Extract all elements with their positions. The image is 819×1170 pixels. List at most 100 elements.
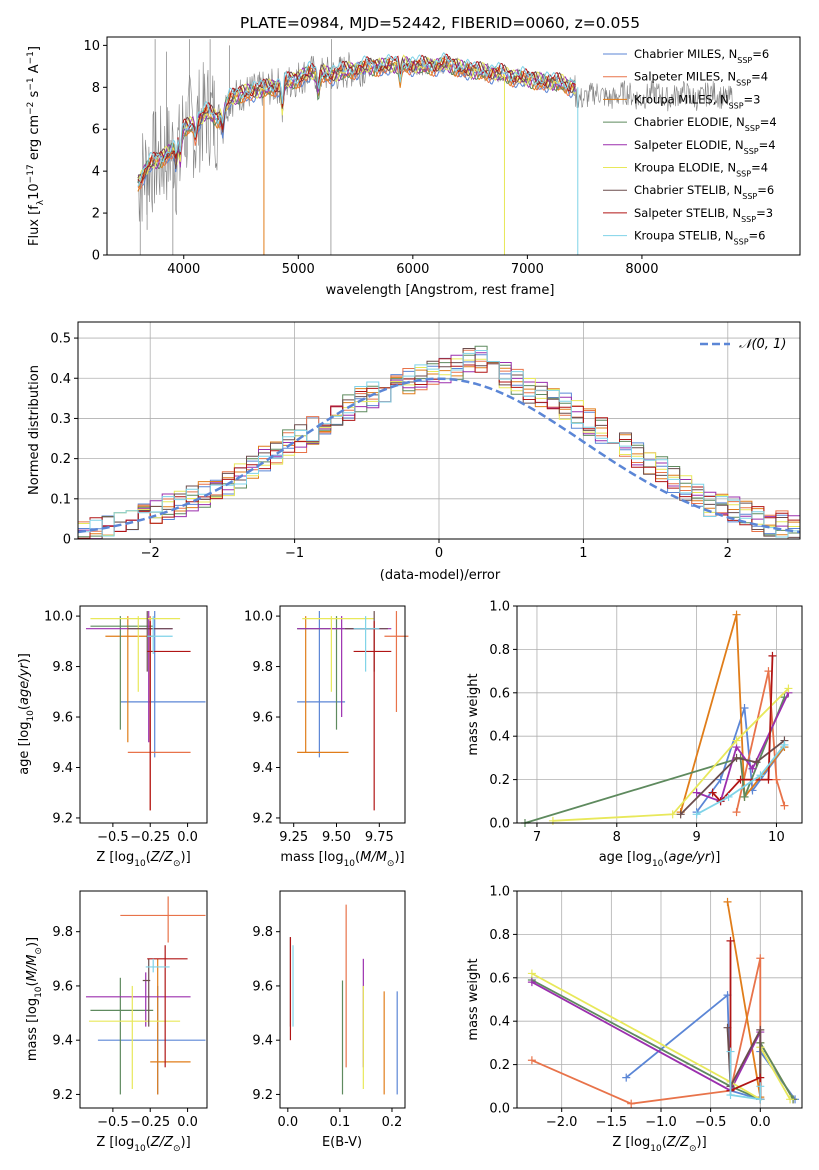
x-axis-label: wavelength [Angstrom, rest frame] [326, 283, 555, 298]
weight-point [726, 1090, 735, 1099]
y-tick-label: 1.0 [489, 600, 510, 615]
plot-area [280, 606, 405, 823]
chart-age_vs_Z: −0.5 −0.25 0.0 9.2 9.4 9.6 9.8 10.0 Z [log10(Z/Z… [17, 605, 208, 869]
y-tick-label: 0.4 [489, 730, 510, 745]
x-tick-label: 7000 [511, 262, 544, 277]
weight-point [692, 810, 701, 819]
axes-frame [106, 36, 801, 256]
weight-point [740, 703, 749, 712]
y-tick-label: 9.2 [52, 811, 73, 826]
y-tick-label: 10.0 [244, 610, 273, 625]
legend-label: Kroupa MILES, NSSP=3 [634, 92, 760, 110]
weight-point [748, 764, 757, 773]
weight-series-line [696, 744, 786, 816]
y-axis-label: Normed distribution [27, 365, 42, 495]
weight-point [736, 775, 745, 784]
weight-point [724, 792, 733, 801]
weight-point [756, 1095, 765, 1104]
chart-mass_vs_ebv: 0.0 0.1 0.2 9.2 9.4 9.6 9.8 [252, 890, 406, 1130]
spectrum-model [137, 55, 576, 180]
chart-spectrum: 4000 5000 6000 7000 8000 0 2 4 6 8 10 Chabrier MILE… [26, 36, 801, 298]
chart-weight_vs_age: 7 8 9 10 0.0 0.2 0.4 0.6 0.8 1.0 age [log10(age/yr… [466, 600, 803, 869]
y-tick-label: 9.4 [252, 1034, 273, 1049]
x-tick-label: 9.50 [322, 830, 351, 845]
weight-point [708, 788, 717, 797]
x-axis-label: E(B-V) [322, 1135, 362, 1150]
plot-content [297, 611, 409, 811]
y-tick-label: 9.4 [52, 761, 73, 776]
y-tick-label: 0.4 [50, 372, 71, 387]
weight-point [527, 969, 536, 978]
spectrum-model [137, 54, 576, 179]
x-tick-label: 10 [768, 830, 785, 845]
axes-frame [79, 605, 208, 824]
weight-series-line [552, 687, 790, 822]
y-tick-label: 9.8 [252, 660, 273, 675]
weight-point [676, 810, 685, 819]
y-tick-label: 0.0 [489, 817, 510, 832]
chart-residuals: −2 −1 0 1 2 0 0.1 0.2 0.3 0.4 0.5 𝒩(0, 1) (data-mode… [27, 321, 801, 583]
weight-point [732, 753, 741, 762]
x-tick-label: 8 [613, 830, 621, 845]
y-tick-label: 0.6 [489, 686, 510, 701]
spectrum-legend: Chabrier MILES, NSSP=6 Salpeter MILES, NS… [603, 47, 777, 246]
x-tick-label: 0.0 [177, 830, 198, 845]
y-axis-label: Flux [fλ10−17 erg cm−2 s−1 A−1] [26, 46, 46, 246]
plot-area [80, 891, 207, 1108]
y-axis-label: age [log10(age/yr)] [17, 653, 36, 775]
weight-point [726, 936, 735, 945]
weight-point [756, 954, 765, 963]
y-axis-label: mass weight [466, 958, 481, 1040]
x-tick-label: 0.0 [750, 1115, 771, 1130]
weight-point [780, 801, 789, 810]
weight-series-line [524, 696, 786, 824]
x-tick-label: 6000 [396, 262, 429, 277]
spectrum-model [137, 51, 576, 187]
y-tick-label: 6 [92, 123, 100, 138]
legend-label: Salpeter ELODIE, NSSP=4 [634, 138, 776, 156]
x-tick-label: 0.1 [330, 1115, 351, 1130]
plot-content [289, 904, 398, 1095]
x-tick-label: 0 [435, 546, 443, 561]
weight-point [756, 1073, 765, 1082]
weight-series-line [625, 993, 796, 1101]
plot-content [520, 610, 793, 827]
weight-point [627, 1099, 636, 1108]
y-axis-label: mass weight [466, 673, 481, 755]
x-tick-label: 9.75 [365, 830, 394, 845]
y-tick-label: 0.2 [489, 773, 510, 788]
legend-label: 𝒩(0, 1) [739, 337, 786, 352]
x-tick-label: 0.0 [177, 1115, 198, 1130]
y-tick-label: 0.4 [489, 1015, 510, 1030]
weight-point [756, 1082, 765, 1091]
x-tick-label: −2.0 [546, 1115, 578, 1130]
y-tick-label: 2 [92, 207, 100, 222]
weight-point [786, 1095, 795, 1104]
weight-point [527, 978, 536, 987]
y-tick-label: 0.8 [489, 928, 510, 943]
y-tick-label: 10.0 [44, 610, 73, 625]
x-tick-label: −1 [285, 546, 304, 561]
legend-label: Chabrier STELIB, NSSP=6 [634, 183, 774, 201]
y-tick-label: 8 [92, 81, 100, 96]
weight-series-line [729, 1051, 762, 1101]
y-tick-label: 4 [92, 165, 100, 180]
x-tick-label: −0.25 [130, 1115, 170, 1130]
y-tick-label: 0.1 [50, 492, 71, 507]
x-tick-label: 5000 [282, 262, 315, 277]
plot-area [517, 891, 802, 1108]
y-tick-label: 0 [63, 533, 71, 548]
y-tick-label: 9.8 [252, 925, 273, 940]
legend-label: Chabrier ELODIE, NSSP=4 [634, 115, 777, 133]
axes-frame [516, 605, 803, 824]
axes-frame [279, 605, 406, 824]
residual-histogram [77, 350, 800, 539]
y-tick-label: 1.0 [489, 885, 510, 900]
y-tick-label: 10 [83, 39, 100, 54]
y-tick-label: 9.8 [52, 660, 73, 675]
weight-series-line [680, 739, 785, 815]
axes-frame [516, 890, 803, 1109]
y-tick-label: 9.2 [252, 811, 273, 826]
x-tick-label: 8000 [625, 262, 658, 277]
y-tick-label: 9.6 [252, 979, 273, 994]
